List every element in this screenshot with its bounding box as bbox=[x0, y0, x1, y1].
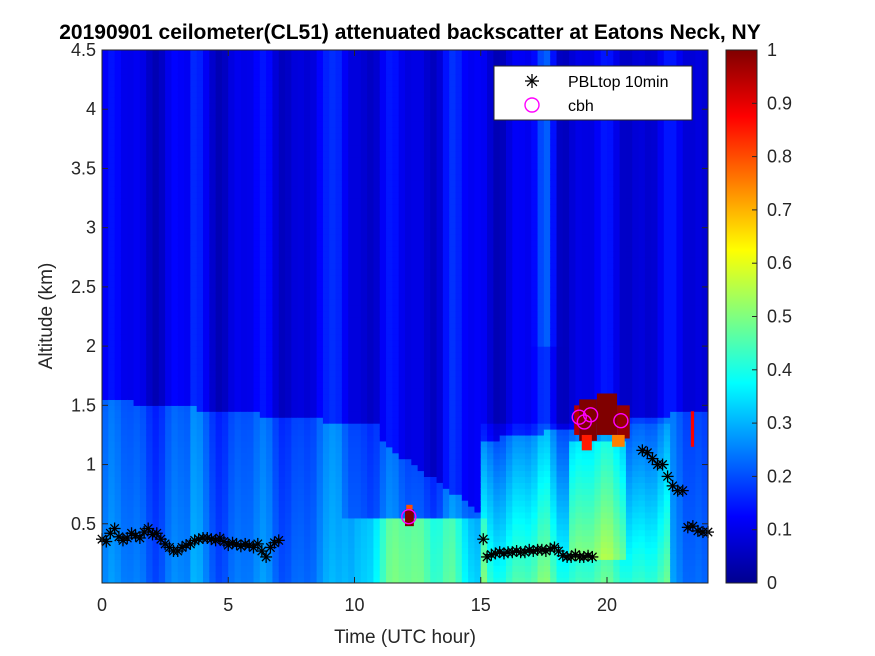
legend-entry-pbltop: PBLtop 10min bbox=[568, 74, 669, 91]
x-tick-label: 0 bbox=[97, 595, 107, 615]
plot-frame bbox=[101, 49, 709, 584]
legend-asterisk-glyph bbox=[525, 74, 539, 88]
plot-area: 0 5 10 15 20 0.5 1 1.5 2 2.5 3 3.5 4 4.5 bbox=[71, 40, 714, 615]
data-markers bbox=[96, 407, 714, 563]
colorbar-tick-label: 0 bbox=[767, 573, 777, 593]
cbh-point bbox=[571, 409, 587, 425]
colorbar-tick-label: 0.7 bbox=[767, 200, 792, 220]
x-tick-label: 20 bbox=[597, 595, 617, 615]
pbltop-point bbox=[108, 522, 121, 535]
legend: PBLtop 10min cbh bbox=[493, 65, 693, 121]
pbltop-point bbox=[636, 444, 649, 457]
pbltop-point bbox=[477, 533, 490, 546]
pbltop-point bbox=[251, 537, 264, 550]
pbltop-point bbox=[272, 534, 285, 547]
colorbar-gradient bbox=[725, 49, 758, 584]
cbh-point bbox=[613, 413, 629, 429]
pbltop-point bbox=[661, 470, 674, 483]
y-axis-ticks: 0.5 1 1.5 2 2.5 3 3.5 4 4.5 bbox=[71, 40, 708, 534]
y-tick-label: 4 bbox=[86, 99, 96, 119]
pbltop-point bbox=[586, 550, 599, 563]
y-tick-label: 3 bbox=[86, 218, 96, 238]
cbh-point bbox=[582, 407, 599, 423]
colorbar-tick-label: 0.9 bbox=[767, 93, 792, 113]
legend-box bbox=[493, 65, 693, 121]
pbltop-point bbox=[656, 458, 669, 471]
legend-asterisk-icon bbox=[525, 74, 539, 88]
colorbar-tick-label: 0.1 bbox=[767, 520, 792, 540]
backscatter-heatmap bbox=[102, 50, 708, 583]
pbltop-point bbox=[646, 452, 659, 465]
y-tick-label: 2 bbox=[86, 336, 96, 356]
pbltop-point bbox=[577, 550, 590, 563]
chart-title: 20190901 ceilometer(CL51) attenuated bac… bbox=[59, 21, 760, 44]
colorbar-tick-label: 0.2 bbox=[767, 466, 792, 486]
colorbar-tick-label: 0.5 bbox=[767, 307, 792, 327]
y-tick-label: 0.5 bbox=[71, 514, 96, 534]
pbltop-point bbox=[268, 536, 281, 549]
x-axis-label: Time (UTC hour) bbox=[334, 627, 476, 648]
colorbar-tick-label: 1 bbox=[767, 40, 777, 60]
y-tick-label: 1.5 bbox=[71, 395, 96, 415]
y-tick-label: 3.5 bbox=[71, 158, 96, 178]
pbltop-point bbox=[150, 527, 163, 540]
y-tick-label: 4.5 bbox=[71, 40, 96, 60]
colorbar: 0 0.1 0.2 0.3 0.4 0.5 0.6 0.7 0.8 0.9 1 bbox=[725, 40, 792, 593]
x-axis-ticks: 0 5 10 15 20 bbox=[97, 50, 617, 615]
cbh-point bbox=[401, 508, 417, 525]
colorbar-ticks: 0 0.1 0.2 0.3 0.4 0.5 0.6 0.7 0.8 0.9 1 bbox=[752, 40, 792, 593]
pbltop-point bbox=[188, 534, 201, 547]
pbltop-point bbox=[676, 484, 689, 497]
legend-entry-cbh: cbh bbox=[568, 98, 594, 115]
y-axis-label: Altitude (km) bbox=[36, 263, 57, 370]
pbltop-point bbox=[260, 550, 273, 563]
x-tick-label: 10 bbox=[344, 595, 364, 615]
y-tick-label: 1 bbox=[86, 455, 96, 475]
pbltop-point bbox=[666, 479, 679, 492]
colorbar-tick-label: 0.3 bbox=[767, 413, 792, 433]
colorbar-tick-label: 0.8 bbox=[767, 147, 792, 167]
x-tick-label: 5 bbox=[223, 595, 233, 615]
legend-circle-icon bbox=[524, 97, 540, 113]
x-tick-label: 15 bbox=[471, 595, 491, 615]
colorbar-tick-label: 0.4 bbox=[767, 360, 792, 380]
colorbar-tick-label: 0.6 bbox=[767, 253, 792, 273]
y-tick-label: 2.5 bbox=[71, 277, 96, 297]
